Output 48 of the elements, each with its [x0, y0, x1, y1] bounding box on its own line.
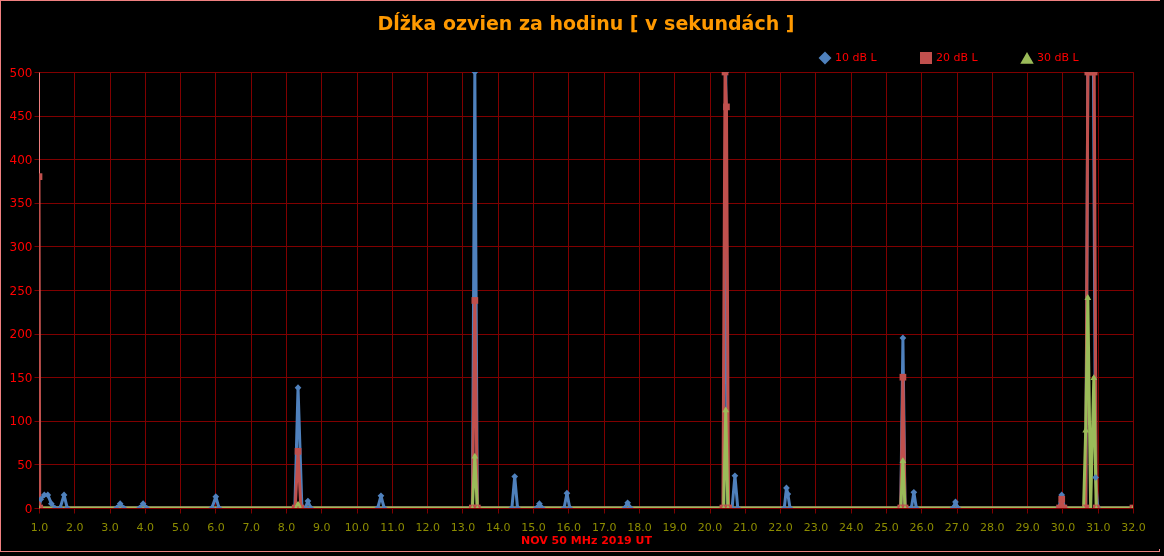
y-tick-label: 0 — [24, 501, 33, 516]
x-tick-label: 14.0 — [486, 520, 511, 534]
y-tick-label: 100 — [9, 414, 33, 429]
y-tick-label: 200 — [9, 327, 33, 342]
y-tick-label: 500 — [9, 65, 33, 80]
y-tick-label: 300 — [9, 239, 33, 254]
y-tick-label: 350 — [9, 196, 33, 211]
x-tick-label: 1.0 — [30, 520, 49, 534]
x-axis-title: NOV 50 MHz 2019 UT — [520, 533, 653, 547]
legend-label: 20 dB L — [936, 51, 979, 64]
x-tick-label: 4.0 — [136, 520, 155, 534]
y-tick-label: 150 — [9, 370, 33, 385]
x-tick-label: 10.0 — [344, 520, 370, 534]
x-tick-label: 25.0 — [874, 520, 899, 534]
x-tick-label: 6.0 — [207, 520, 225, 534]
x-tick-label: 2.0 — [66, 520, 84, 534]
x-tick-label: 17.0 — [591, 520, 617, 534]
x-tick-label: 11.0 — [380, 520, 405, 534]
x-tick-label: 19.0 — [662, 520, 687, 534]
x-tick-label: 26.0 — [909, 520, 935, 534]
x-tick-label: 8.0 — [277, 520, 296, 534]
x-tick-label: 20.0 — [697, 520, 723, 534]
x-tick-label: 32.0 — [1121, 520, 1146, 534]
x-tick-label: 5.0 — [171, 520, 190, 534]
x-tick-label: 13.0 — [450, 520, 476, 534]
x-tick-label: 21.0 — [733, 520, 758, 534]
y-tick-label: 50 — [17, 457, 33, 472]
x-tick-label: 23.0 — [803, 520, 829, 534]
x-tick-label: 3.0 — [101, 520, 119, 534]
x-tick-label: 9.0 — [313, 520, 331, 534]
x-tick-label: 27.0 — [944, 520, 970, 534]
y-tick-label: 250 — [9, 283, 33, 298]
chart-title: Dĺžka ozvien za hodinu [ v sekundách ] — [377, 12, 795, 34]
legend-label: 10 dB L — [835, 51, 878, 64]
y-tick-label: 400 — [9, 152, 33, 167]
x-tick-label: 22.0 — [768, 520, 793, 534]
x-tick-label: 28.0 — [980, 520, 1005, 534]
y-tick-label: 450 — [9, 109, 33, 124]
x-tick-label: 12.0 — [415, 520, 440, 534]
x-tick-label: 24.0 — [838, 520, 864, 534]
legend-label: 30 dB L — [1037, 51, 1080, 65]
x-tick-label: 31.0 — [1085, 520, 1111, 534]
x-tick-label: 15.0 — [521, 520, 546, 534]
x-tick-label: 30.0 — [1050, 520, 1076, 534]
x-tick-label: 18.0 — [627, 520, 652, 534]
x-tick-label: 16.0 — [556, 520, 582, 534]
x-tick-label: 29.0 — [1015, 520, 1040, 534]
x-tick-label: 7.0 — [242, 520, 260, 534]
